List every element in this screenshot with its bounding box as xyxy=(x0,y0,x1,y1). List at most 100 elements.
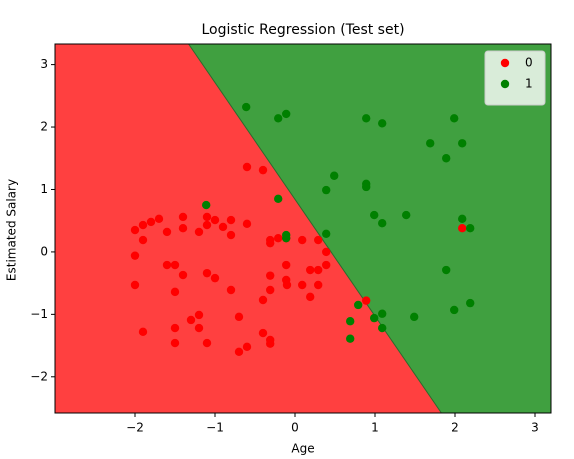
point xyxy=(442,265,451,275)
point xyxy=(178,270,188,280)
point xyxy=(410,312,419,322)
point xyxy=(194,323,204,333)
point xyxy=(242,162,252,172)
point xyxy=(378,309,387,318)
point xyxy=(370,210,379,220)
y-tick-label: −1 xyxy=(30,307,48,321)
legend-marker xyxy=(500,79,510,89)
point xyxy=(274,114,283,123)
point xyxy=(298,235,307,245)
point xyxy=(130,280,140,290)
point xyxy=(242,342,252,352)
point xyxy=(378,119,387,128)
point xyxy=(202,212,212,222)
y-tick-label: 3 xyxy=(40,57,48,71)
point xyxy=(226,230,236,240)
point xyxy=(130,225,140,235)
plot-frame xyxy=(54,43,552,414)
point xyxy=(322,229,331,239)
point xyxy=(362,179,371,189)
point xyxy=(322,185,331,195)
point xyxy=(242,102,251,112)
point xyxy=(458,139,467,148)
point xyxy=(202,338,212,348)
point xyxy=(210,273,220,283)
x-tick-label: −2 xyxy=(126,421,144,435)
point xyxy=(458,223,467,233)
point xyxy=(274,233,283,243)
point xyxy=(426,139,435,148)
point xyxy=(138,327,148,337)
region xyxy=(55,44,442,413)
y-tick-label: −2 xyxy=(30,369,48,383)
point xyxy=(450,305,459,315)
point xyxy=(218,222,228,232)
point xyxy=(346,334,355,343)
x-tick-label: 2 xyxy=(451,421,459,435)
point xyxy=(170,287,180,297)
point xyxy=(234,347,244,357)
point xyxy=(306,292,315,302)
point xyxy=(138,220,148,230)
point xyxy=(314,280,323,290)
point xyxy=(322,260,331,270)
point xyxy=(210,215,220,225)
point xyxy=(138,235,148,245)
region xyxy=(188,44,551,413)
point xyxy=(178,223,188,233)
point xyxy=(458,214,467,224)
x-tick-label: 0 xyxy=(291,421,299,435)
x-tick-label: 3 xyxy=(531,421,539,435)
point xyxy=(242,219,252,229)
decision-boundary xyxy=(188,43,442,414)
x-tick-label: 1 xyxy=(371,421,379,435)
point xyxy=(162,227,172,237)
point xyxy=(170,338,180,348)
point xyxy=(170,323,180,333)
point xyxy=(194,310,204,320)
point xyxy=(330,171,339,180)
point xyxy=(282,260,291,270)
point xyxy=(258,295,268,305)
legend-label: 1 xyxy=(525,77,533,91)
point xyxy=(314,265,323,275)
point xyxy=(274,194,283,204)
point xyxy=(378,218,387,228)
y-tick-label: 0 xyxy=(40,244,48,258)
point xyxy=(266,339,275,348)
legend-marker xyxy=(500,58,510,68)
point xyxy=(234,312,244,322)
point xyxy=(466,298,475,308)
y-tick-label: 2 xyxy=(40,120,48,134)
point xyxy=(266,285,275,295)
point xyxy=(354,300,363,310)
point xyxy=(282,280,292,290)
point xyxy=(154,214,164,224)
point xyxy=(226,285,236,295)
x-tick-label: −1 xyxy=(206,421,224,435)
point xyxy=(298,280,307,290)
point xyxy=(362,114,371,123)
legend: 01 xyxy=(484,50,546,106)
point xyxy=(362,296,371,305)
point xyxy=(178,212,188,222)
point xyxy=(306,265,315,275)
point xyxy=(282,233,291,243)
point xyxy=(258,328,268,338)
legend-label: 0 xyxy=(525,56,533,70)
point xyxy=(466,223,475,233)
point xyxy=(314,235,323,245)
point xyxy=(450,114,459,123)
point xyxy=(266,238,275,248)
point xyxy=(186,315,196,325)
chart-title: Logistic Regression (Test set) xyxy=(201,22,404,38)
point xyxy=(202,220,212,230)
point xyxy=(146,217,156,227)
point xyxy=(162,260,172,270)
point xyxy=(170,260,180,270)
legend-box xyxy=(484,50,546,106)
point xyxy=(202,200,211,210)
point xyxy=(226,215,236,225)
point xyxy=(194,227,204,237)
